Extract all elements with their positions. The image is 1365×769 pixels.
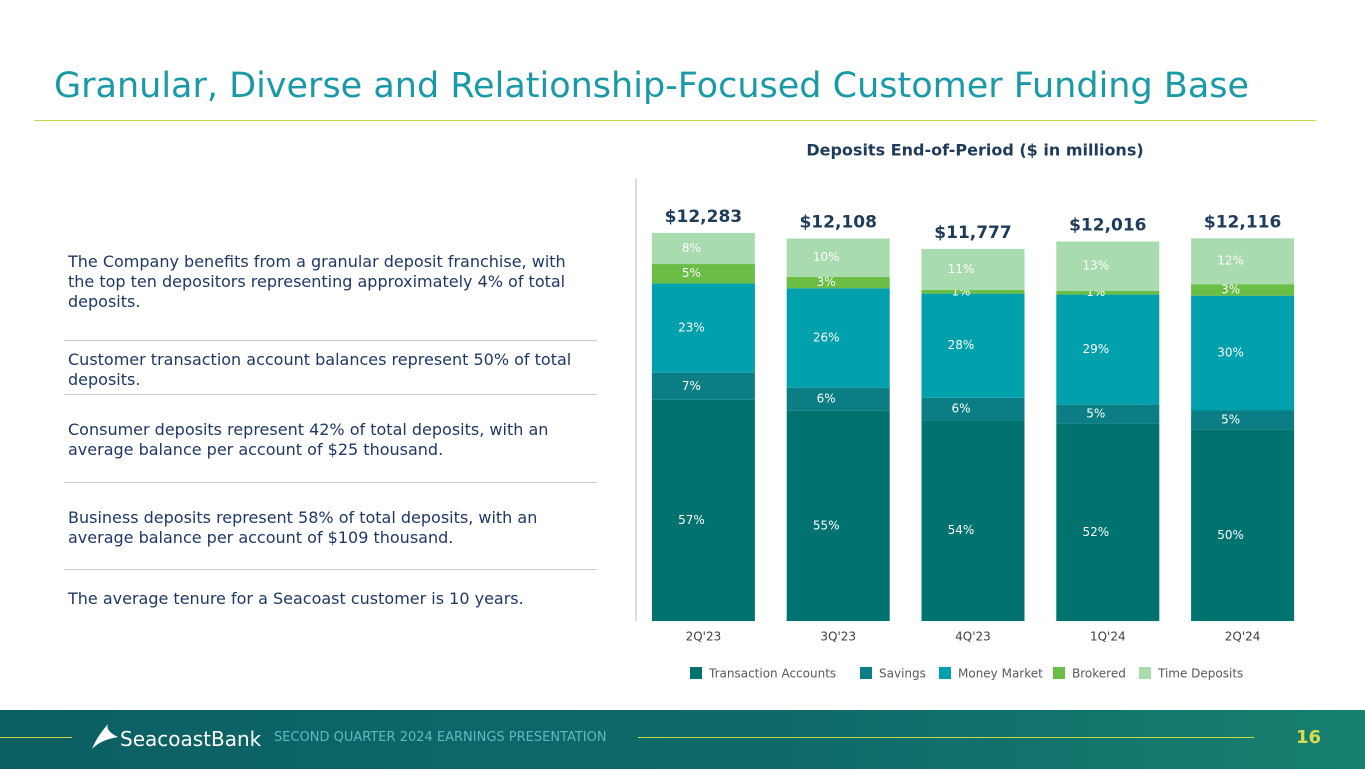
legend-label: Transaction Accounts: [708, 667, 836, 681]
separator: [64, 569, 597, 570]
bar-segment: [651, 372, 755, 400]
total-label: $12,283: [665, 207, 742, 227]
bar-segment: [1191, 429, 1295, 621]
bar-segment: [651, 264, 755, 284]
bar-segment: [786, 410, 890, 621]
footer: SeacoastBank SECOND QUARTER 2024 EARNING…: [0, 710, 1365, 769]
segment-label: 6%: [951, 401, 970, 415]
total-label: $11,777: [934, 223, 1011, 243]
segment-label: 57%: [678, 513, 705, 527]
segment-label: 50%: [1217, 528, 1244, 542]
bullet: Consumer deposits represent 42% of total…: [68, 420, 549, 459]
page-number: 16: [1296, 727, 1322, 748]
segment-label: 5%: [1086, 407, 1105, 421]
segment-label: 8%: [682, 241, 701, 255]
segment-label: 7%: [682, 379, 701, 393]
bullet: Business deposits represent 58% of total…: [68, 508, 538, 547]
segment-label: 29%: [1082, 342, 1109, 356]
segment-label: 5%: [1221, 413, 1240, 427]
bullet: The average tenure for a Seacoast custom…: [68, 589, 524, 608]
slide-title: Granular, Diverse and Relationship-Focus…: [54, 66, 1250, 106]
segment-label: 30%: [1217, 346, 1244, 360]
segment-label: 3%: [1221, 282, 1240, 296]
logo-icon: [92, 724, 118, 749]
bar-segment: [921, 289, 1025, 294]
logo-text: SeacoastBank: [120, 727, 262, 751]
segment-label: 54%: [948, 523, 975, 537]
bar-segment: [786, 276, 890, 289]
footer-text: SECOND QUARTER 2024 EARNINGS PRESENTATIO…: [274, 730, 607, 745]
segment-label: 3%: [817, 275, 836, 289]
x-tick-label: 3Q'23: [820, 630, 856, 644]
bar-segment: [786, 288, 890, 388]
segment-label: 6%: [817, 392, 836, 406]
legend-swatch: [1139, 667, 1151, 679]
bar-segment: [651, 233, 755, 265]
legend-swatch: [939, 667, 951, 679]
segment-label: 11%: [948, 262, 975, 276]
title-rule: [34, 120, 1316, 121]
separator: [64, 340, 597, 341]
x-tick-label: 2Q'23: [686, 630, 722, 644]
segment-label: 12%: [1217, 254, 1244, 268]
bar-segment: [921, 420, 1025, 621]
total-label: $12,108: [799, 213, 876, 233]
footer-rule: [638, 737, 1254, 738]
segment-label: 26%: [813, 330, 840, 344]
segment-label: 10%: [813, 250, 840, 264]
bar-segment: [1191, 410, 1295, 430]
x-tick-label: 1Q'24: [1090, 630, 1126, 644]
chart: Deposits End-of-Period ($ in millions) 5…: [635, 141, 1295, 681]
legend-label: Savings: [879, 667, 926, 681]
bullet: Customer transaction account balances re…: [68, 350, 572, 389]
legend-swatch: [860, 667, 872, 679]
legend-swatch: [1053, 667, 1065, 679]
chart-title: Deposits End-of-Period ($ in millions): [806, 141, 1143, 160]
segment-label: 52%: [1082, 525, 1109, 539]
legend-label: Brokered: [1072, 667, 1126, 681]
x-tick-label: 4Q'23: [955, 630, 991, 644]
total-label: $12,116: [1204, 212, 1281, 232]
bar-segment: [1191, 284, 1295, 296]
separator: [64, 394, 597, 395]
bar-segment: [786, 387, 890, 411]
bar-segment: [921, 293, 1025, 398]
bar-segment: [1191, 295, 1295, 411]
bar-segment: [921, 248, 1025, 290]
legend-label: Money Market: [958, 667, 1043, 681]
bar-segment: [1056, 290, 1160, 295]
segment-label: 23%: [678, 321, 705, 335]
bar-segment: [1056, 404, 1160, 424]
bar-segment: [651, 283, 755, 373]
segment-label: 5%: [682, 266, 701, 280]
bar-segment: [786, 238, 890, 277]
x-tick-label: 2Q'24: [1225, 630, 1261, 644]
total-label: $12,016: [1069, 215, 1146, 235]
segment-label: 28%: [948, 338, 975, 352]
bar-segment: [1056, 294, 1160, 405]
legend-swatch: [690, 667, 702, 679]
bar-segment: [651, 399, 755, 621]
bar-segment: [1191, 238, 1295, 285]
segment-label: 13%: [1082, 259, 1109, 273]
separator: [64, 482, 597, 483]
bullet: The Company benefits from a granular dep…: [68, 252, 566, 311]
bar-segment: [921, 397, 1025, 421]
bar-segment: [1056, 241, 1160, 291]
footer-rule: [0, 737, 72, 738]
legend-label: Time Deposits: [1157, 667, 1243, 681]
segment-label: 55%: [813, 518, 840, 532]
bar-segment: [1056, 423, 1160, 621]
